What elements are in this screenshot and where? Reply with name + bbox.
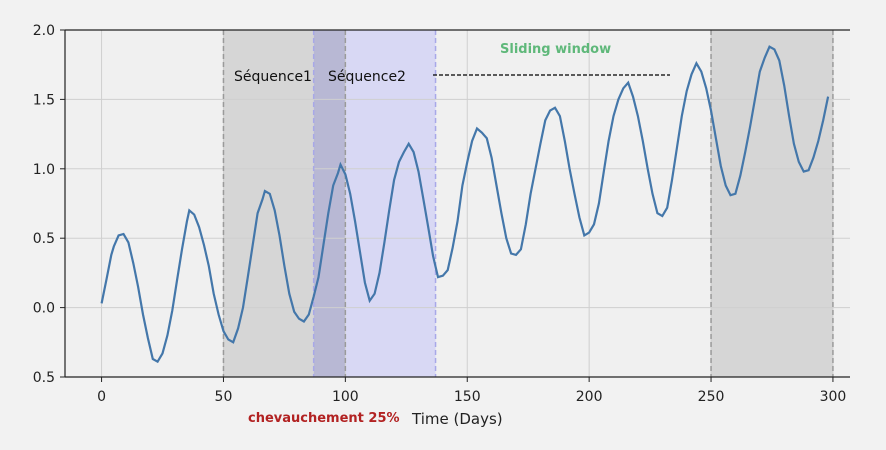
x-tick-label-250: 250 [698, 389, 725, 405]
region-borders [222, 30, 834, 377]
region-3 [711, 30, 833, 377]
x-tick-label-300: 300 [820, 389, 847, 405]
series-line [100, 45, 830, 364]
y-tick-label-4: 0.0 [33, 301, 55, 317]
y-tick-label-5: 0.5 [33, 370, 55, 386]
x-axis-ticks: 0 50 100 150 200 250 300 [97, 377, 846, 405]
x-tick-label-200: 200 [576, 389, 603, 405]
y-tick-label-2: 1.0 [33, 162, 55, 178]
annotation-sequence1: Séquence1 [234, 69, 312, 85]
annotation-sliding-window: Sliding window [500, 42, 611, 57]
x-tick-label-50: 50 [215, 389, 233, 405]
x-axis-label: Time (Days) [411, 410, 503, 428]
y-tick-label-0: 2.0 [33, 23, 55, 39]
x-tick-label-0: 0 [97, 389, 106, 405]
highlight-regions [223, 30, 833, 377]
x-tick-label-150: 150 [454, 389, 481, 405]
annotation-overlap: chevauchement 25% [248, 411, 400, 426]
x-tick-label-100: 100 [332, 389, 359, 405]
annotation-sequence2: Séquence2 [328, 69, 406, 85]
y-axis-ticks: 2.0 1.5 1.0 0.5 0.0 0.5 [33, 23, 65, 386]
y-tick-label-1: 1.5 [33, 92, 55, 108]
y-tick-label-3: 0.5 [33, 231, 55, 247]
